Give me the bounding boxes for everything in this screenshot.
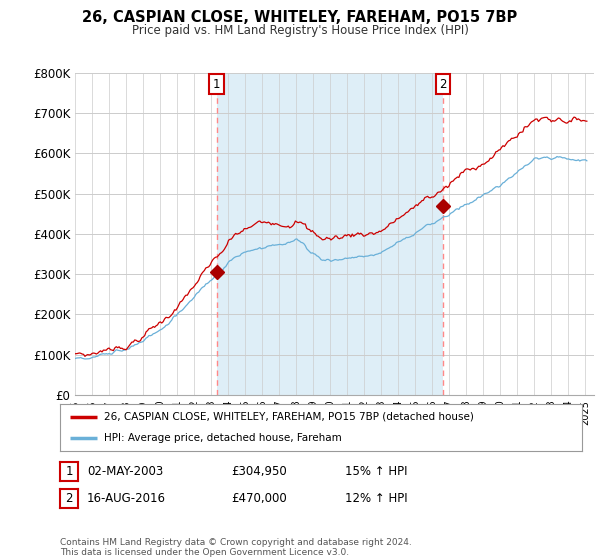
Text: £470,000: £470,000 <box>231 492 287 506</box>
Text: 1: 1 <box>65 465 73 478</box>
Text: 26, CASPIAN CLOSE, WHITELEY, FAREHAM, PO15 7BP (detached house): 26, CASPIAN CLOSE, WHITELEY, FAREHAM, PO… <box>104 412 474 422</box>
Text: Price paid vs. HM Land Registry's House Price Index (HPI): Price paid vs. HM Land Registry's House … <box>131 24 469 37</box>
Text: 1: 1 <box>213 78 220 91</box>
Text: £304,950: £304,950 <box>231 465 287 478</box>
Text: 12% ↑ HPI: 12% ↑ HPI <box>345 492 407 506</box>
Text: HPI: Average price, detached house, Fareham: HPI: Average price, detached house, Fare… <box>104 433 342 444</box>
Text: 2: 2 <box>65 492 73 506</box>
Text: 15% ↑ HPI: 15% ↑ HPI <box>345 465 407 478</box>
Text: 2: 2 <box>439 78 446 91</box>
Text: Contains HM Land Registry data © Crown copyright and database right 2024.
This d: Contains HM Land Registry data © Crown c… <box>60 538 412 557</box>
Text: 16-AUG-2016: 16-AUG-2016 <box>87 492 166 506</box>
Text: 26, CASPIAN CLOSE, WHITELEY, FAREHAM, PO15 7BP: 26, CASPIAN CLOSE, WHITELEY, FAREHAM, PO… <box>82 10 518 25</box>
Bar <box>217 73 443 395</box>
Text: 02-MAY-2003: 02-MAY-2003 <box>87 465 163 478</box>
